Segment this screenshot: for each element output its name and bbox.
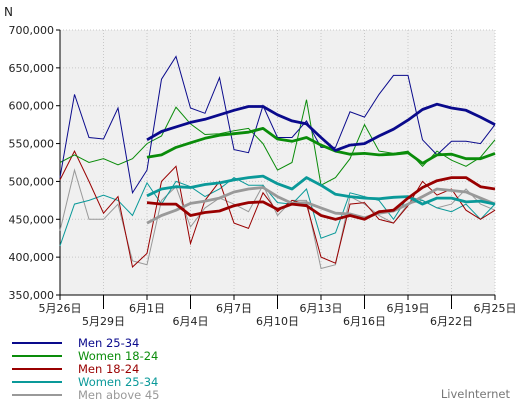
x-tick-label: 6月22日	[430, 315, 473, 328]
x-tick-label: 6月1日	[129, 302, 165, 315]
x-tick-label: 5月26日	[39, 302, 82, 315]
series-trend-line-women-18-24	[146, 126, 496, 165]
y-tick-label: 400,000	[9, 251, 55, 264]
y-tick-label: 700,000	[9, 24, 55, 37]
legend-label: Women 25-34	[78, 375, 159, 389]
x-tick-label: 6月13日	[300, 302, 343, 315]
series-daily-line-women-25-34	[59, 177, 496, 246]
series-trend-line-men-25-34	[146, 102, 496, 152]
x-tick-label: 6月19日	[387, 302, 430, 315]
series-layer	[59, 55, 496, 270]
series-daily-line-women-18-24	[59, 99, 496, 186]
y-tick-label: 450,000	[9, 213, 55, 226]
x-tick-label: 6月25日	[474, 302, 517, 315]
series-trend-line-men-above-45	[146, 186, 496, 225]
x-tick-label: 6月7日	[216, 302, 252, 315]
axes: 350,000 400,000 450,000 500,000 550,000 600,0…	[9, 24, 517, 328]
legend-label: Women 18-24	[78, 349, 159, 363]
y-tick-label: 500,000	[9, 175, 55, 188]
brand-label: LiveInternet	[440, 387, 510, 401]
series-trend-line-men-18-24	[146, 176, 496, 221]
legend-swatch	[12, 368, 62, 370]
legend-swatch	[12, 355, 62, 357]
x-tick-label: 5月29日	[82, 315, 125, 328]
x-tick-label: 6月10日	[256, 315, 299, 328]
legend-label: Men above 45	[78, 388, 160, 402]
y-tick-label: 550,000	[9, 138, 55, 151]
legend-swatch	[12, 342, 62, 344]
y-tick-label: 650,000	[9, 62, 55, 75]
series-trend-line-women-25-34	[146, 174, 496, 206]
legend-swatch	[12, 381, 62, 383]
x-tick-label: 6月4日	[173, 315, 209, 328]
x-tick-label: 6月16日	[343, 315, 386, 328]
legend-label: Men 25-34	[78, 336, 140, 350]
y-tick-label: 350,000	[9, 289, 55, 302]
legend-swatch	[12, 394, 62, 396]
y-axis-label: N	[4, 5, 13, 19]
legend-label: Men 18-24	[78, 362, 140, 376]
y-tick-label: 600,000	[9, 100, 55, 113]
series-daily-line-men-18-24	[59, 149, 496, 268]
